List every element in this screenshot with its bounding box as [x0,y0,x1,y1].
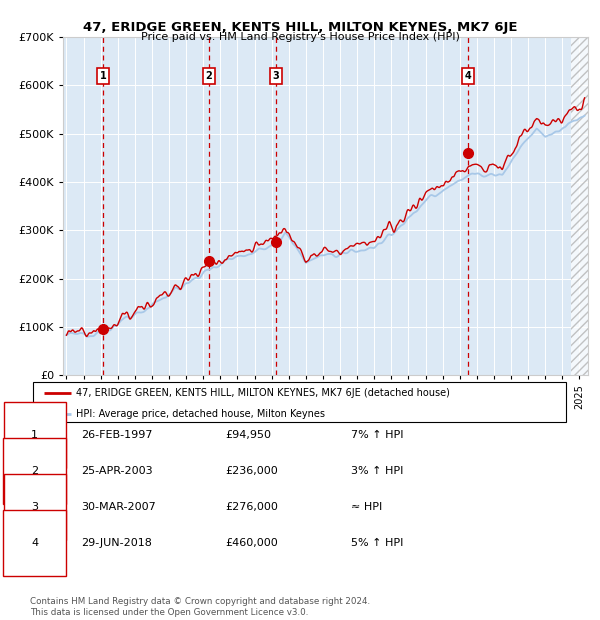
FancyBboxPatch shape [33,383,566,422]
Text: Contains HM Land Registry data © Crown copyright and database right 2024.
This d: Contains HM Land Registry data © Crown c… [30,598,370,617]
Text: 1: 1 [100,71,107,81]
Text: £94,950: £94,950 [225,430,271,440]
Text: 47, ERIDGE GREEN, KENTS HILL, MILTON KEYNES, MK7 6JE: 47, ERIDGE GREEN, KENTS HILL, MILTON KEY… [83,21,517,34]
Text: £276,000: £276,000 [225,502,278,512]
Text: 47, ERIDGE GREEN, KENTS HILL, MILTON KEYNES, MK7 6JE (detached house): 47, ERIDGE GREEN, KENTS HILL, MILTON KEY… [76,388,450,397]
Polygon shape [571,37,588,375]
Text: 3: 3 [31,502,38,512]
Text: £460,000: £460,000 [225,538,278,548]
Text: 7% ↑ HPI: 7% ↑ HPI [351,430,404,440]
Text: HPI: Average price, detached house, Milton Keynes: HPI: Average price, detached house, Milt… [76,409,325,419]
Text: 26-FEB-1997: 26-FEB-1997 [81,430,152,440]
Text: 25-APR-2003: 25-APR-2003 [81,466,152,476]
Text: 2: 2 [31,466,38,476]
Text: 29-JUN-2018: 29-JUN-2018 [81,538,152,548]
Text: 5% ↑ HPI: 5% ↑ HPI [351,538,403,548]
Text: 1: 1 [31,430,38,440]
Text: 30-MAR-2007: 30-MAR-2007 [81,502,156,512]
Text: £236,000: £236,000 [225,466,278,476]
Text: 3: 3 [272,71,279,81]
Text: 4: 4 [465,71,472,81]
Text: 3% ↑ HPI: 3% ↑ HPI [351,466,403,476]
Text: Price paid vs. HM Land Registry's House Price Index (HPI): Price paid vs. HM Land Registry's House … [140,32,460,42]
Text: 2: 2 [205,71,212,81]
Text: ≈ HPI: ≈ HPI [351,502,382,512]
Text: 4: 4 [31,538,38,548]
